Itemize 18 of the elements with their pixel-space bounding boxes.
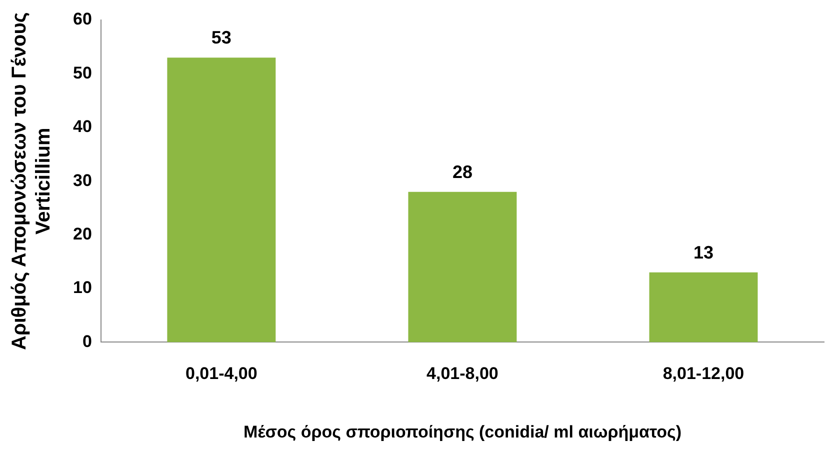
x-tick-label: 0,01-4,00	[186, 364, 258, 384]
y-tick-label: 30	[72, 170, 92, 190]
x-tick-label: 8,01-12,00	[662, 364, 744, 384]
bar	[408, 192, 517, 342]
y-tick-label: 10	[72, 278, 92, 298]
y-axis-title: Αριθμός Απομονώσεων του Γένους Verticillium	[8, 12, 55, 350]
bar	[649, 272, 758, 342]
y-tick-label: 20	[72, 224, 92, 244]
data-label: 28	[452, 162, 472, 182]
y-tick-label: 40	[72, 117, 92, 136]
y-tick-label: 60	[72, 10, 92, 29]
bar	[167, 58, 276, 342]
data-label: 13	[693, 242, 714, 262]
x-tick-label: 4,01-8,00	[426, 364, 498, 384]
y-tick-label: 50	[72, 63, 92, 82]
x-axis-title: Μέσος όρος σποριοποίησης (conidia/ ml αιωρήματος)	[243, 422, 682, 442]
y-tick-label: 0	[82, 332, 92, 351]
data-label: 53	[211, 28, 232, 48]
